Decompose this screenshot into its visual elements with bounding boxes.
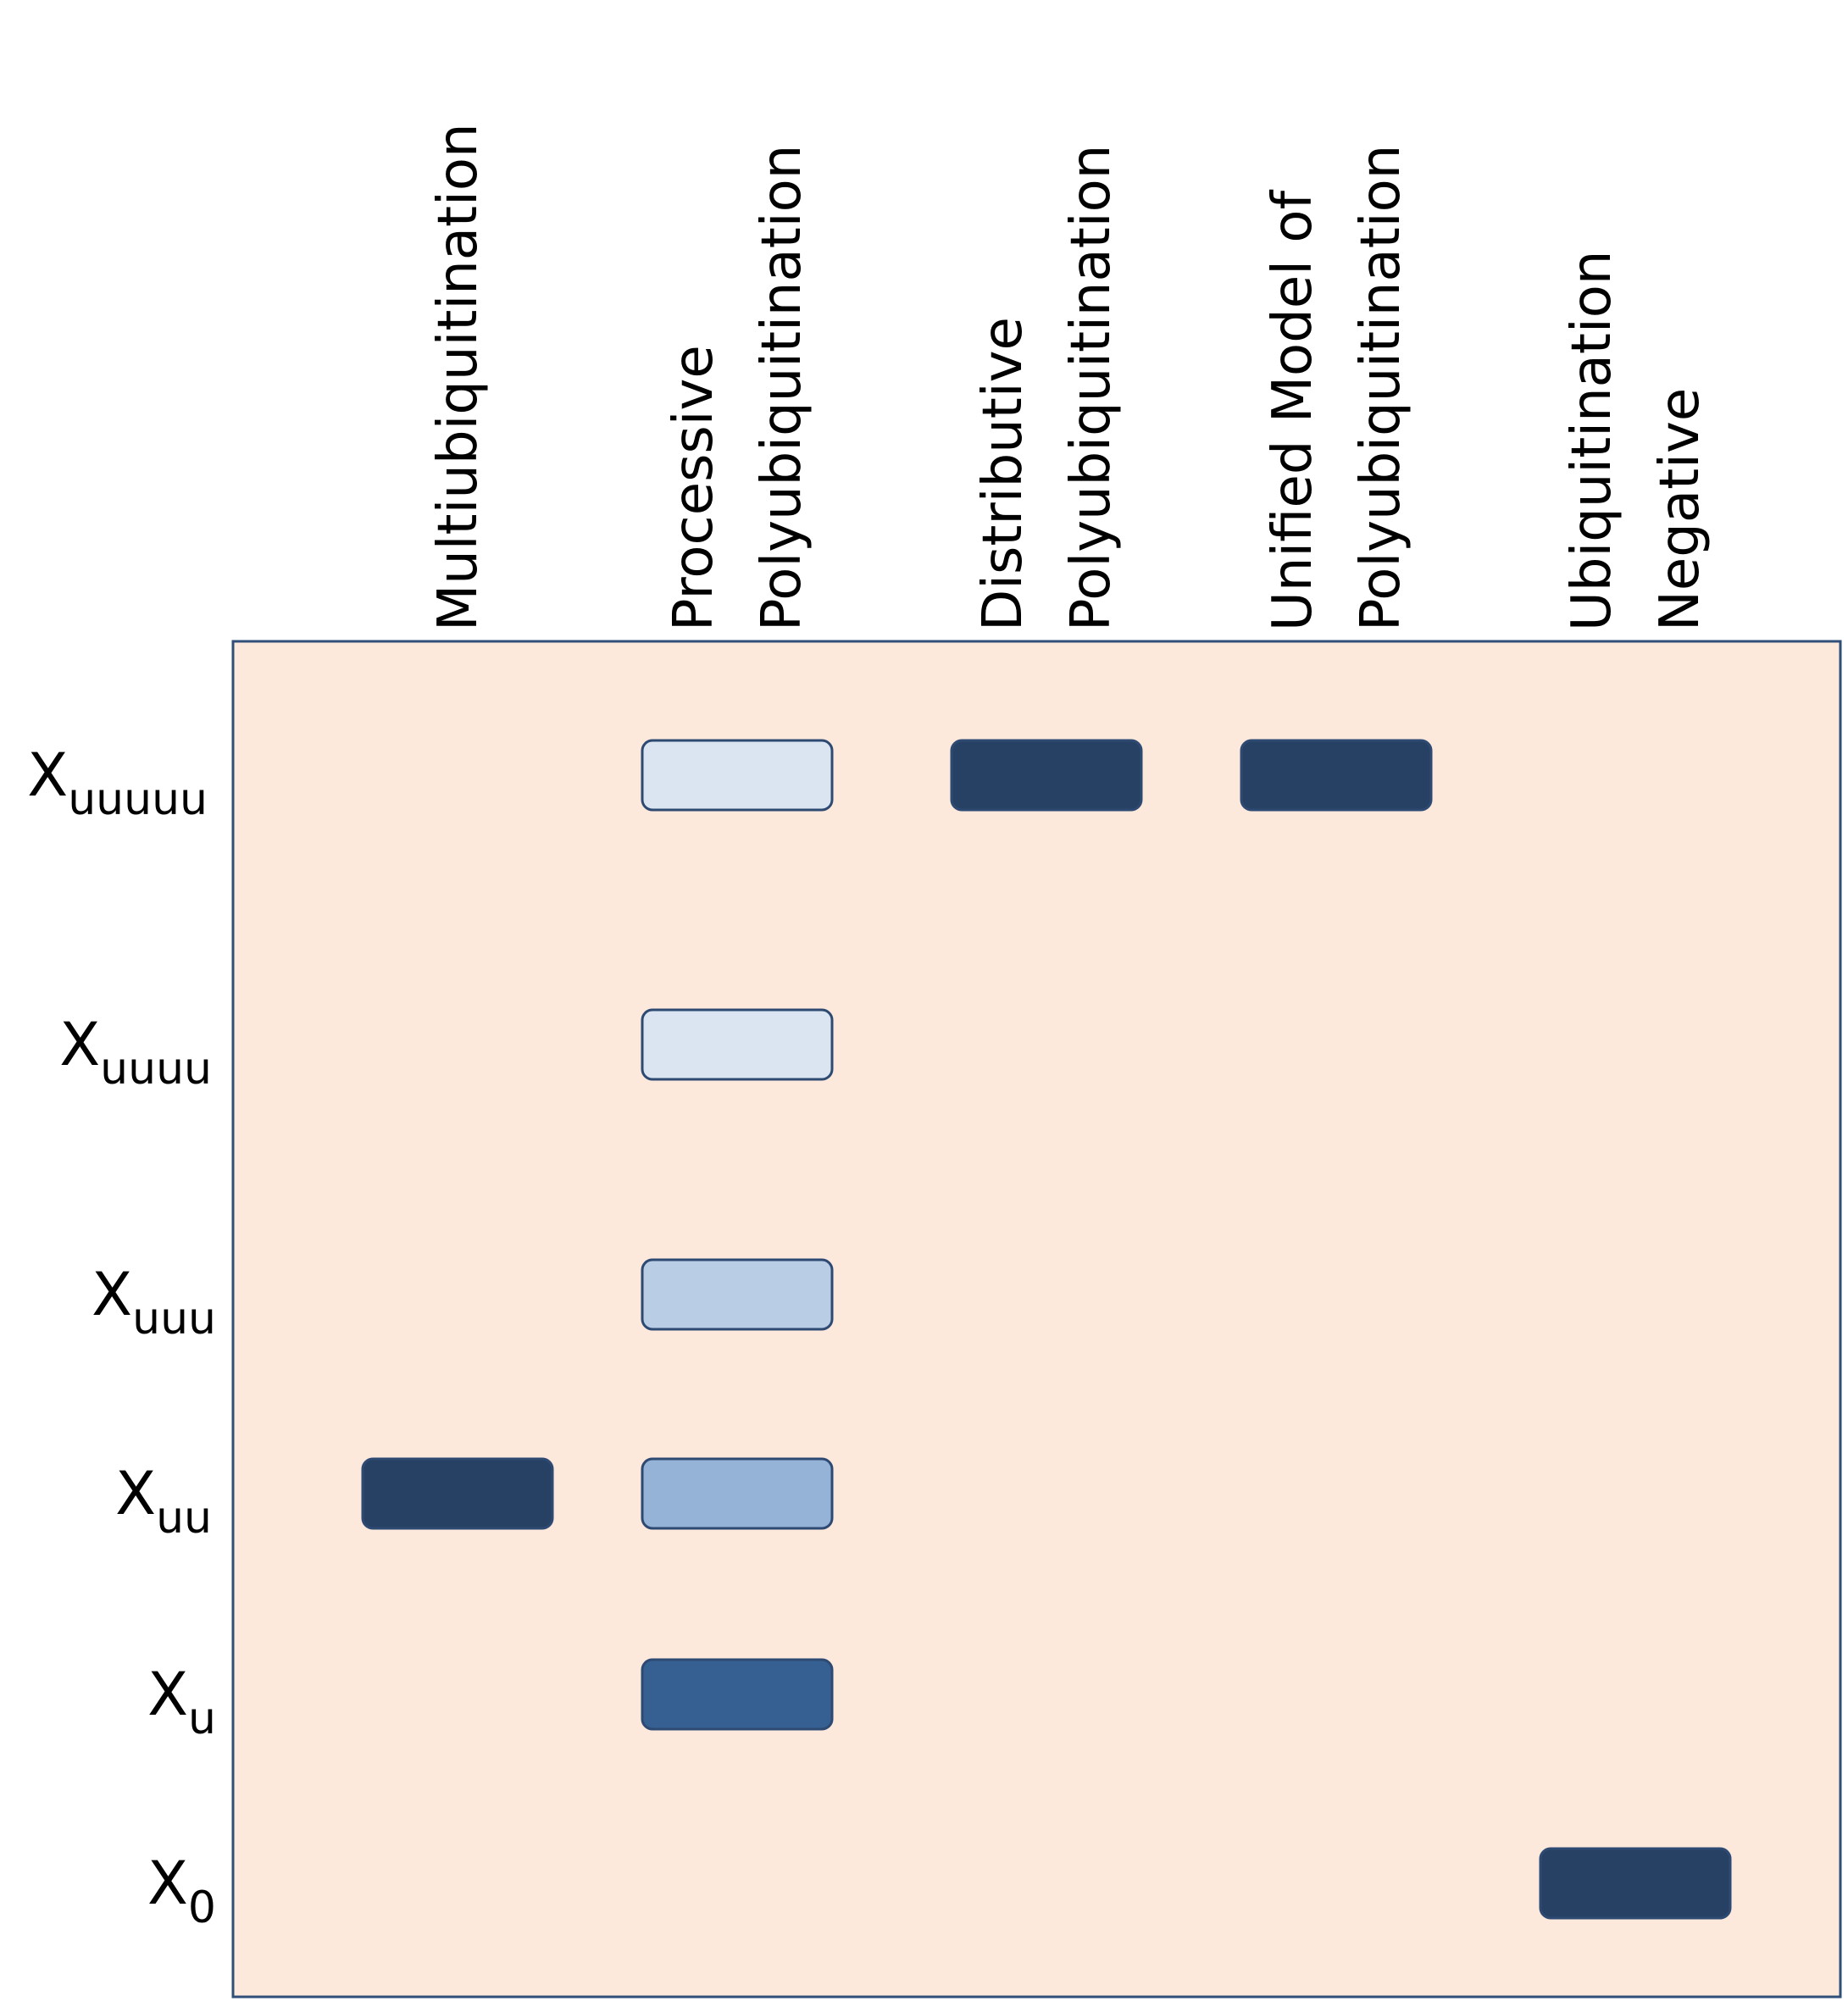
row-label-subscript: 0 (188, 1882, 216, 1933)
row-label-subscript: uu (156, 1493, 212, 1544)
band (950, 739, 1143, 812)
row-label: Xu (147, 1660, 216, 1744)
row-label-base: X (115, 1459, 156, 1528)
lane-label: Processive (663, 345, 725, 631)
row-label: X0 (147, 1849, 216, 1933)
band (641, 739, 834, 812)
row-label: Xuu (115, 1459, 212, 1544)
row-label-subscript: uuu (132, 1294, 216, 1344)
row-label-base: X (92, 1260, 132, 1329)
lane-labels: Multiubiquitination Processive Polyubiquit… (427, 123, 1712, 631)
lane-label: Polyubiquitination (1350, 145, 1412, 631)
row-label: Xuuuu (59, 1010, 212, 1095)
bands (361, 739, 1732, 1920)
lane-label: Polyubiquitination (1060, 145, 1123, 631)
row-label-base: X (147, 1660, 188, 1729)
band (641, 1258, 834, 1331)
row-label-subscript: uuuuu (68, 774, 208, 825)
band (361, 1457, 554, 1530)
row-label: Xuuu (92, 1260, 216, 1344)
row-label-base: X (147, 1849, 188, 1918)
lane-label: Distributive (972, 317, 1035, 631)
lane-label: Negative (1649, 388, 1712, 631)
gel-panel (231, 640, 1842, 1999)
band (1539, 1847, 1732, 1920)
row-label-base: X (27, 740, 68, 810)
lane-label: Multiubiquitination (427, 123, 490, 631)
lane-label: Polyubiquitination (751, 145, 813, 631)
row-label: Xuuuuu (27, 740, 208, 825)
row-label-subscript: uuuu (100, 1044, 212, 1095)
lane-label: Unified Model of (1262, 190, 1324, 632)
row-label-base: X (59, 1010, 100, 1079)
row-label-subscript: u (188, 1694, 216, 1744)
band (641, 1658, 834, 1731)
lane-label: Ubiquitination (1561, 251, 1623, 631)
band (1240, 739, 1433, 812)
band (641, 1457, 834, 1530)
band (641, 1008, 834, 1081)
